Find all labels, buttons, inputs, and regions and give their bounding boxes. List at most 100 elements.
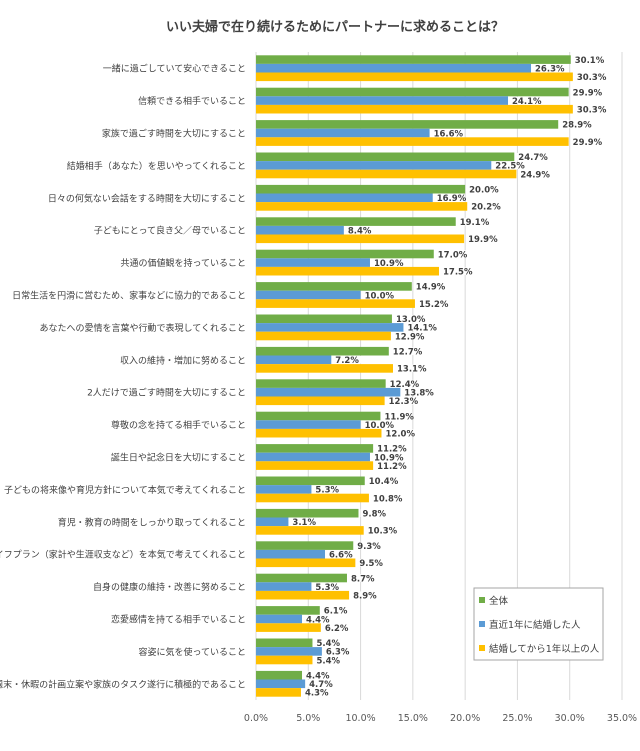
bar	[256, 688, 301, 697]
x-tick-label: 10.0%	[345, 713, 375, 724]
bar	[256, 55, 571, 64]
data-label-bg	[314, 656, 345, 664]
bar	[256, 355, 332, 365]
x-tick-label: 0.0%	[244, 713, 268, 724]
data-label-bg	[405, 323, 436, 332]
bar	[256, 606, 320, 615]
data-label: 10.4%	[369, 477, 399, 487]
bar	[256, 526, 364, 535]
data-label-bg	[365, 526, 396, 535]
x-tick-label: 15.0%	[398, 713, 428, 724]
category-label: 信頼できる相手でいること	[138, 95, 246, 107]
category-label: 子どもの将来像や育児方針について本気で考えてくれること	[4, 484, 246, 496]
data-label-bg	[357, 559, 388, 567]
category-label: 自身の健康の維持・改善に努めること	[93, 581, 246, 593]
bar	[256, 623, 321, 632]
bar	[256, 387, 401, 397]
bar	[256, 169, 517, 179]
bar	[256, 655, 313, 665]
bar	[256, 299, 415, 308]
bar	[256, 331, 391, 341]
x-tick-label: 20.0%	[450, 713, 480, 724]
data-label: 8.4%	[348, 227, 372, 237]
data-label-bg	[393, 315, 424, 323]
data-label-bg	[360, 509, 391, 517]
x-tick-label: 30.0%	[555, 713, 585, 724]
bar	[256, 249, 434, 259]
data-label-bg	[392, 332, 423, 340]
bar	[256, 485, 312, 494]
data-label: 6.3%	[326, 648, 350, 658]
data-label-bg	[570, 137, 601, 146]
data-label-bg	[570, 88, 601, 96]
data-label: 10.9%	[374, 453, 404, 463]
category-label: 日常生活を円滑に営むため、家事などに協力的であること	[12, 290, 246, 302]
category-label: 収入の維持・増加に努めること	[120, 354, 246, 366]
data-label-bg	[533, 64, 564, 72]
bar	[256, 679, 306, 689]
bar	[256, 282, 412, 291]
data-label-bg	[574, 73, 605, 81]
category-label: 恋愛感情を持てる相手でいること	[111, 614, 246, 626]
bar	[256, 364, 393, 373]
data-label: 11.9%	[384, 412, 414, 422]
bar	[256, 444, 374, 453]
data-label-bg	[307, 680, 338, 688]
bar	[256, 493, 369, 503]
data-label: 10.0%	[365, 291, 395, 301]
data-label: 3.1%	[292, 518, 316, 528]
data-label: 29.9%	[573, 88, 603, 98]
category-label: あなたへの愛情を言葉や行動で表現してくれること	[40, 322, 246, 334]
data-label-bg	[304, 671, 335, 679]
data-label-bg	[375, 461, 406, 470]
data-label-bg	[416, 299, 447, 308]
bar	[256, 590, 350, 600]
data-label: 14.9%	[416, 283, 446, 293]
data-label-bg	[560, 120, 591, 129]
data-label: 13.8%	[404, 389, 434, 399]
bar	[256, 558, 356, 568]
data-label: 10.8%	[373, 494, 403, 504]
bar	[256, 63, 532, 73]
data-label-bg	[321, 606, 352, 615]
legend-box	[473, 587, 604, 661]
data-label-bg	[516, 153, 547, 161]
legend-swatch	[479, 621, 485, 627]
data-label-bg	[493, 161, 524, 170]
bar	[256, 217, 456, 226]
data-label: 11.2%	[377, 462, 407, 472]
bar	[256, 647, 322, 656]
category-label: 子どもにとって良き父／母でいること	[94, 225, 246, 237]
data-label-bg	[510, 96, 541, 105]
bar	[256, 573, 347, 583]
category-label: 家族で過ごす時間を大切にすること	[102, 128, 246, 140]
data-label-bg	[382, 412, 413, 420]
data-label-bg	[402, 388, 433, 396]
data-label: 10.0%	[365, 421, 395, 431]
data-label: 9.8%	[362, 510, 386, 520]
bar	[256, 508, 359, 518]
bar	[256, 396, 385, 406]
data-label: 29.9%	[573, 138, 603, 148]
bar	[256, 87, 569, 97]
category-label: 一緒に過ごしていて安心できること	[103, 63, 246, 75]
data-label-bg	[290, 518, 321, 526]
bar	[256, 193, 433, 203]
data-label-bg	[431, 129, 462, 137]
data-label: 19.9%	[468, 235, 498, 245]
data-label: 13.0%	[396, 315, 426, 325]
data-label: 20.0%	[469, 186, 499, 196]
legend-swatch	[479, 597, 485, 603]
bar	[256, 670, 303, 680]
data-label-bg	[348, 574, 379, 582]
data-label-bg	[313, 485, 344, 494]
legend-label: 直近1年に結婚した人	[489, 619, 581, 631]
data-label: 9.5%	[359, 559, 383, 569]
data-label-bg	[302, 688, 333, 697]
bar	[256, 638, 313, 648]
category-labels: 一緒に過ごしていて安心できること信頼できる相手でいること家族で過ごす時間を大切に…	[0, 63, 246, 691]
data-label: 5.3%	[315, 486, 339, 496]
data-label-bg	[572, 55, 603, 64]
data-label: 24.1%	[512, 97, 542, 107]
